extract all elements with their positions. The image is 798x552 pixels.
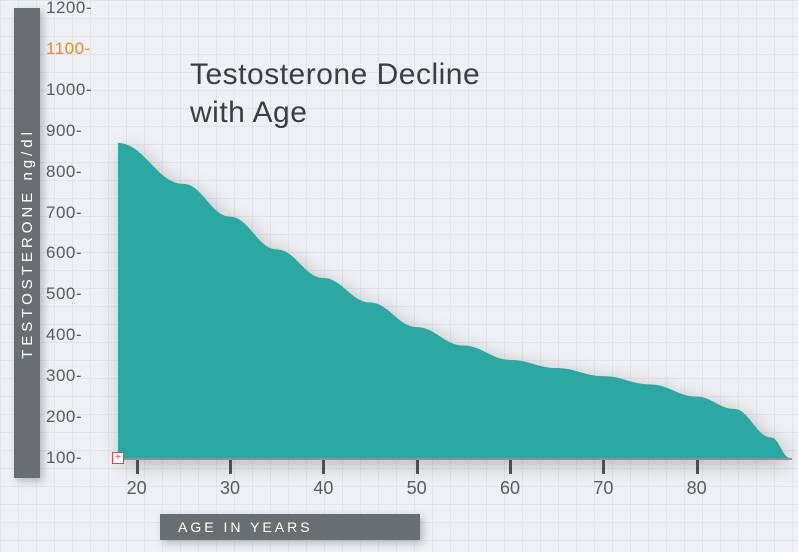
x-tick-mark [509,460,512,474]
x-tick-mark [696,460,699,474]
y-tick-label: 200- [46,407,82,427]
y-tick-label: 1100- [46,39,91,59]
x-tick-mark [602,460,605,474]
origin-marker-icon: + [112,452,124,464]
x-tick-label: 70 [593,478,613,499]
y-tick-label: 1200- [46,0,92,18]
y-tick-label: 100- [46,448,82,468]
x-tick-mark [229,460,232,474]
x-axis-bar: AGE IN YEARS [160,514,420,540]
x-baseline [114,458,792,460]
y-tick-label: 400- [46,325,82,345]
x-tick-label: 30 [220,478,240,499]
x-tick-mark [136,460,139,474]
y-axis-label-container: TESTOSTERONE ng/dl [14,8,40,478]
x-tick-mark [416,460,419,474]
chart-title-line1: Testosterone Decline [190,56,480,94]
x-tick-label: 20 [127,478,147,499]
y-tick-label: 600- [46,243,82,263]
y-tick-label: 500- [46,284,82,304]
x-tick-label: 50 [407,478,427,499]
x-tick-label: 60 [500,478,520,499]
x-tick-label: 80 [687,478,707,499]
y-tick-label: 1000- [46,80,92,100]
chart-title-line2: with Age [190,94,480,132]
x-tick-label: 40 [313,478,333,499]
x-tick-mark [322,460,325,474]
chart-title: Testosterone Decline with Age [190,56,480,131]
y-tick-label: 800- [46,162,82,182]
testosterone-decline-chart: + TESTOSTERONE ng/dl 100- 200- 300- 400- 500… [0,0,798,552]
x-axis-label: AGE IN YEARS [178,519,313,535]
testosterone-area [118,143,790,458]
y-tick-label: 300- [46,366,82,386]
y-tick-label: 700- [46,203,82,223]
y-axis-label: TESTOSTERONE ng/dl [19,128,36,359]
origin-marker-symbol: + [115,453,121,463]
y-tick-label: 900- [46,121,82,141]
